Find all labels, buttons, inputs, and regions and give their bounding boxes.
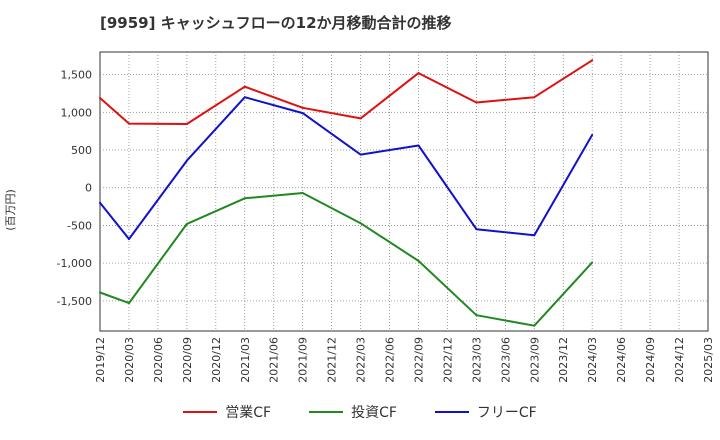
series-2-point — [533, 234, 536, 237]
x-tick-label: 2019/12 — [94, 337, 107, 383]
series-0-point — [533, 96, 536, 99]
chart-title: [9959] キャッシュフローの12か月移動合計の推移 — [100, 14, 452, 32]
y-tick-label: -1,000 — [57, 257, 92, 270]
x-tick-label: 2021/12 — [326, 337, 339, 383]
series-2-point — [127, 238, 130, 241]
x-tick-label: 2024/12 — [673, 337, 686, 383]
series-line-0 — [99, 59, 593, 125]
series-0-point — [99, 96, 101, 99]
legend-swatch-free — [434, 411, 469, 413]
series-1-point — [99, 291, 101, 294]
series-1-point — [591, 261, 594, 264]
series-1-point — [243, 197, 246, 200]
series-2-point — [591, 133, 594, 136]
x-tick-label: 2024/06 — [615, 337, 628, 383]
x-tick-label: 2021/03 — [239, 337, 252, 383]
plot-frame — [99, 51, 709, 332]
series-1-point — [417, 259, 420, 262]
series-0-point — [301, 106, 304, 109]
legend: 営業CF 投資CF フリーCF — [0, 402, 720, 422]
series-2-point — [417, 144, 420, 147]
series-line-1 — [99, 192, 593, 327]
series-1-point — [475, 314, 478, 317]
legend-swatch-operating — [183, 411, 218, 413]
x-tick-label: 2022/12 — [441, 337, 454, 383]
x-tick-label: 2025/03 — [702, 337, 715, 383]
legend-swatch-investing — [309, 411, 344, 413]
y-tick-label: 500 — [71, 144, 92, 157]
series-0-point — [185, 123, 188, 126]
series-2-point — [475, 228, 478, 231]
x-tick-label: 2020/12 — [210, 337, 223, 383]
x-tick-label: 2023/09 — [528, 337, 541, 383]
series-0-point — [475, 101, 478, 104]
series-0-point — [243, 85, 246, 88]
series-0-point — [359, 117, 362, 120]
x-tick-label: 2020/06 — [152, 337, 165, 383]
y-tick-label: 1,500 — [61, 69, 93, 82]
series-1-point — [533, 324, 536, 327]
series-2-point — [243, 96, 246, 99]
x-tick-label: 2020/03 — [123, 337, 136, 383]
y-tick-label: 0 — [85, 182, 92, 195]
legend-item-investing-cf: 投資CF — [309, 402, 397, 422]
series-2-point — [185, 159, 188, 162]
x-tick-label: 2022/03 — [355, 337, 368, 383]
x-tick-label: 2023/03 — [470, 337, 483, 383]
x-tick-label: 2020/09 — [181, 337, 194, 383]
x-tick-label: 2024/03 — [586, 337, 599, 383]
legend-item-operating-cf: 営業CF — [183, 402, 271, 422]
x-tick-label: 2023/12 — [557, 337, 570, 383]
series-0-point — [591, 59, 594, 62]
series-0-point — [127, 122, 130, 125]
series-2-point — [301, 112, 304, 115]
series-2-point — [359, 153, 362, 156]
legend-label-operating: 営業CF — [225, 405, 272, 421]
series-1-point — [301, 192, 304, 195]
legend-label-investing: 投資CF — [351, 405, 397, 421]
x-tick-label: 2024/09 — [644, 337, 657, 383]
series-1-point — [359, 222, 362, 225]
legend-label-free: フリーCF — [476, 405, 537, 421]
series-line-2 — [99, 96, 594, 240]
series-0-point — [417, 72, 420, 75]
legend-item-free-cf: フリーCF — [434, 402, 537, 422]
series-2-point — [99, 201, 101, 204]
chart-plot: 1,500 1,000 500 0 -500 -1,000 -1,500 2019/12 202… — [57, 51, 715, 383]
y-tick-label: -1,500 — [57, 295, 92, 308]
y-tick-label: 1,000 — [61, 106, 93, 119]
series-1-point — [185, 222, 188, 225]
x-tick-label: 2022/09 — [412, 337, 425, 383]
series-1-point — [127, 302, 130, 305]
y-tick-label: -500 — [67, 219, 92, 232]
x-tick-label: 2022/06 — [384, 337, 397, 383]
x-tick-label: 2021/06 — [268, 337, 281, 383]
x-tick-label: 2021/09 — [297, 337, 310, 383]
x-tick-label: 2023/06 — [499, 337, 512, 383]
